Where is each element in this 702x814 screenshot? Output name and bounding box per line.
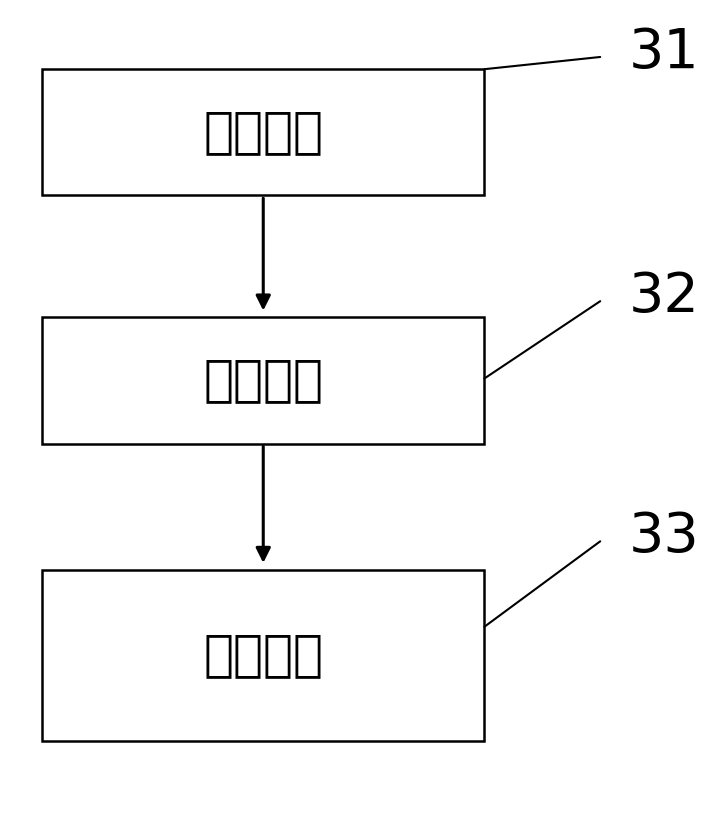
Text: 激发机构: 激发机构 xyxy=(204,108,323,156)
Text: 电子设备: 电子设备 xyxy=(204,632,323,679)
Bar xyxy=(42,570,484,741)
Bar xyxy=(42,69,484,195)
Text: 320: 320 xyxy=(628,270,702,324)
Text: 310: 310 xyxy=(628,26,702,80)
Text: 转换机构: 转换机构 xyxy=(204,357,323,405)
Text: 330: 330 xyxy=(628,510,702,564)
Bar xyxy=(42,317,484,444)
